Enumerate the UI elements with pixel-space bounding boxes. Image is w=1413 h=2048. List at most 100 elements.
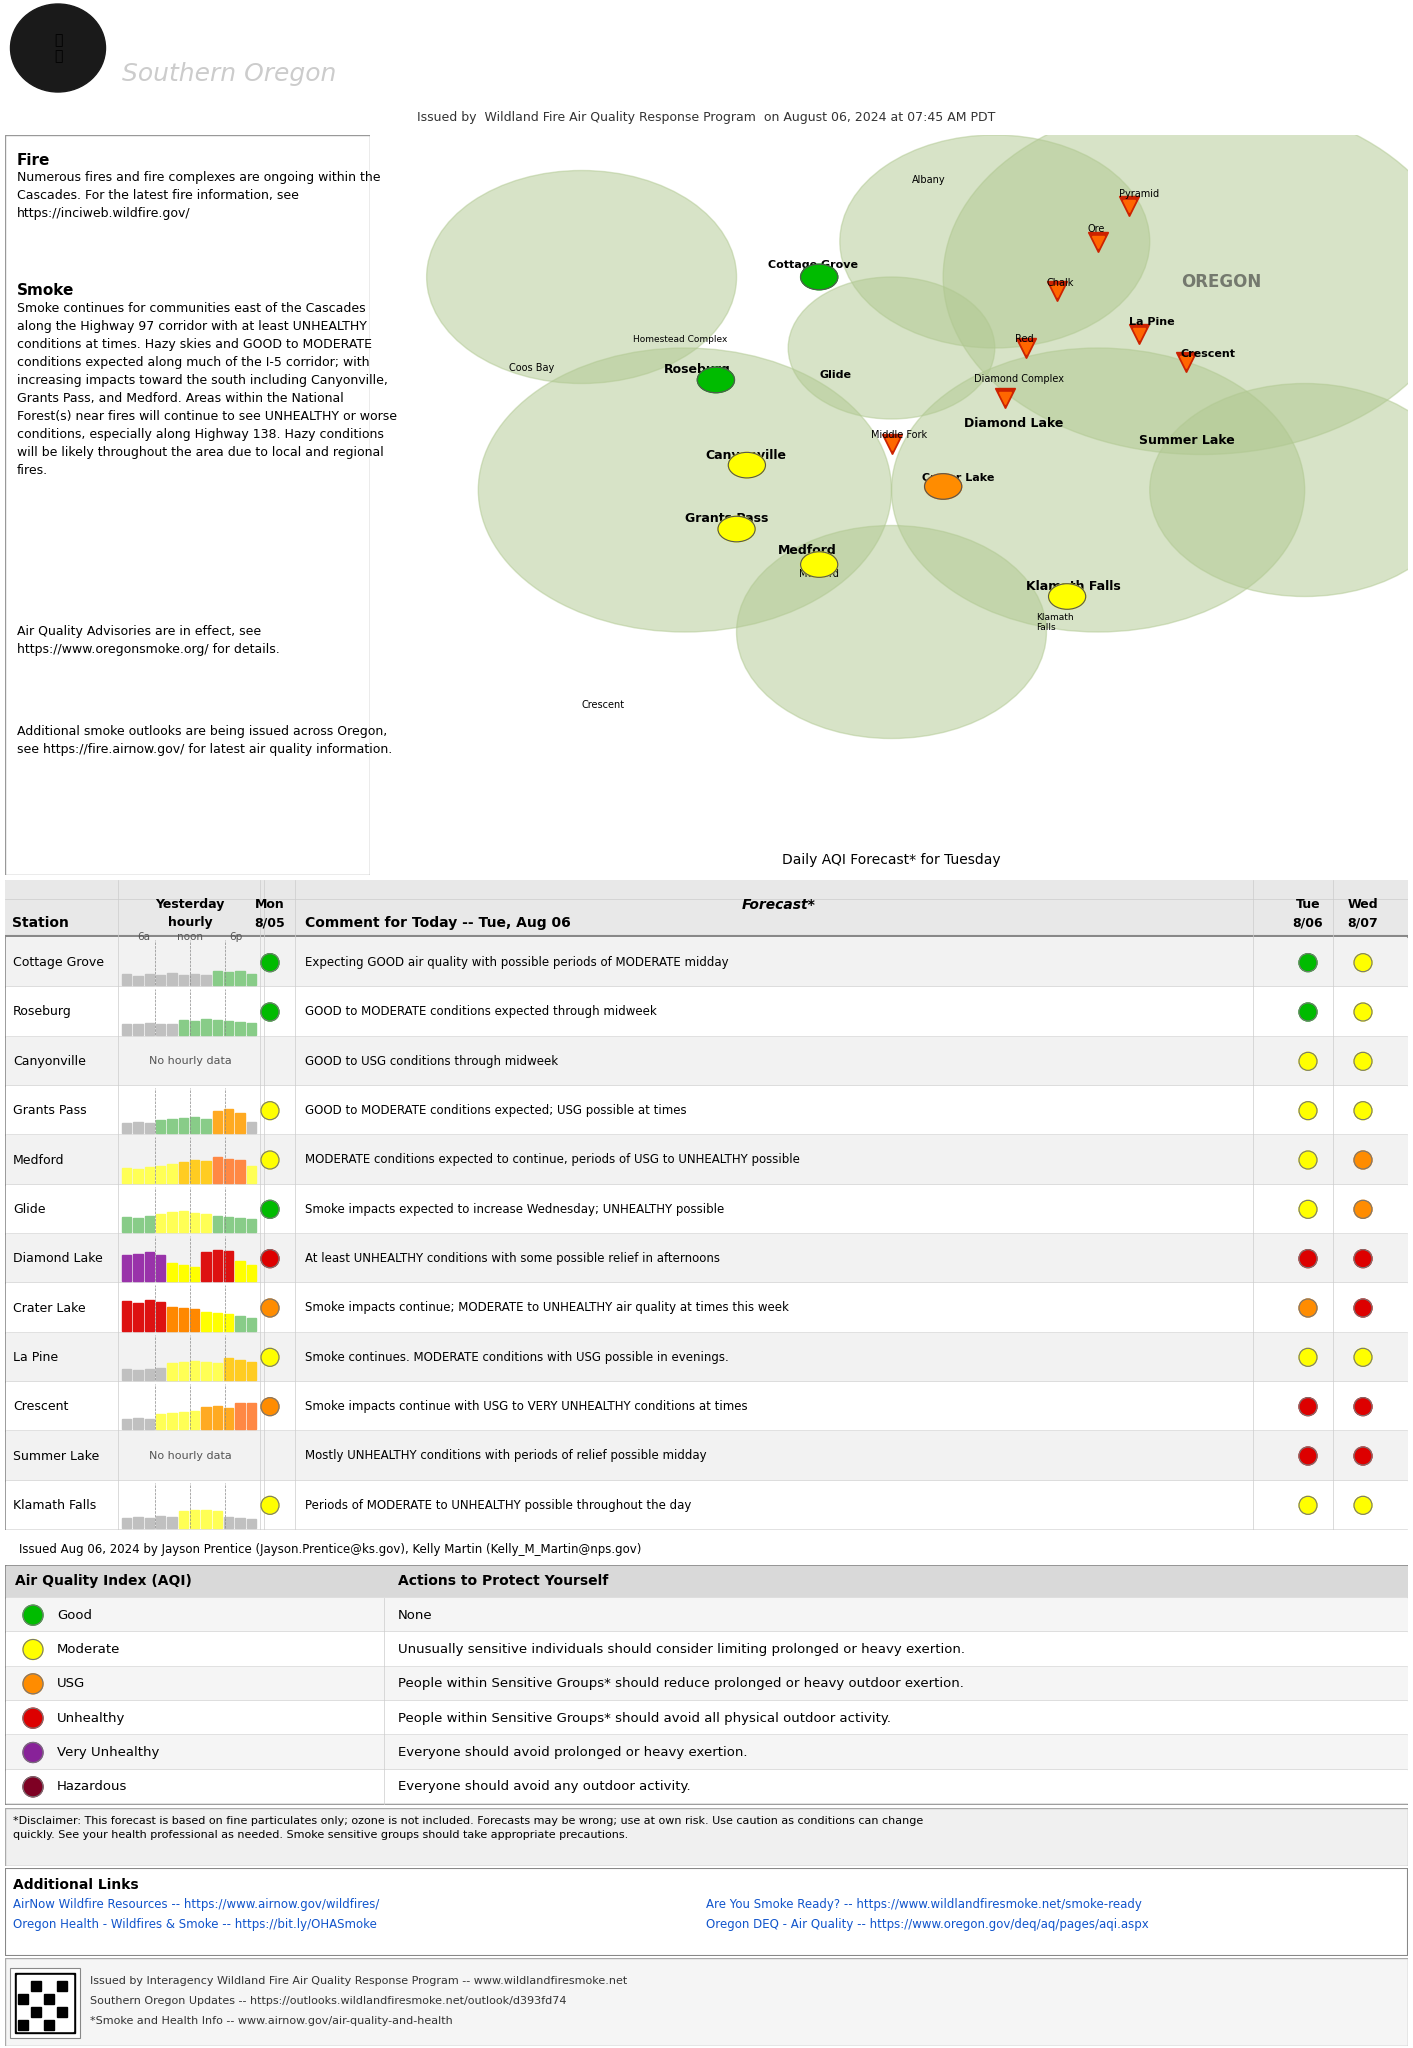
Bar bbox=[178, 1210, 188, 1233]
Bar bbox=[144, 1217, 154, 1233]
Text: Chalk: Chalk bbox=[1047, 279, 1074, 287]
Text: Actions to Protect Yourself: Actions to Protect Yourself bbox=[398, 1575, 608, 1587]
Text: Oregon DEQ - Air Quality -- https://www.oregon.gov/deq/aq/pages/aqi.aspx: Oregon DEQ - Air Quality -- https://www.… bbox=[706, 1919, 1149, 1931]
Circle shape bbox=[788, 276, 995, 420]
Bar bbox=[44, 2019, 54, 2030]
Text: Issued by Interagency Wildland Fire Air Quality Response Program -- www.wildland: Issued by Interagency Wildland Fire Air … bbox=[90, 1976, 627, 1987]
Text: Red: Red bbox=[1016, 334, 1034, 344]
Text: Homestead Complex: Homestead Complex bbox=[633, 336, 728, 344]
Bar bbox=[167, 1518, 177, 1528]
Circle shape bbox=[1354, 1397, 1372, 1415]
Circle shape bbox=[261, 1151, 278, 1169]
Bar bbox=[44, 1995, 54, 2005]
Bar bbox=[225, 1358, 233, 1380]
Bar bbox=[225, 973, 233, 985]
Bar bbox=[213, 1157, 222, 1182]
Circle shape bbox=[1299, 1102, 1317, 1120]
Text: Good: Good bbox=[57, 1608, 92, 1622]
Text: 🔥
⛰: 🔥 ⛰ bbox=[54, 33, 62, 63]
Text: Smoke: Smoke bbox=[17, 283, 75, 299]
Bar bbox=[18, 1995, 28, 2005]
Text: Klamath Falls: Klamath Falls bbox=[1026, 580, 1121, 594]
Circle shape bbox=[261, 1249, 278, 1268]
Circle shape bbox=[1354, 1497, 1372, 1513]
Text: 8/06: 8/06 bbox=[1293, 915, 1324, 930]
Circle shape bbox=[23, 1606, 42, 1626]
Circle shape bbox=[1299, 1348, 1317, 1366]
Bar bbox=[213, 971, 222, 985]
Text: Medford: Medford bbox=[779, 545, 836, 557]
Text: Diamond Lake: Diamond Lake bbox=[13, 1251, 103, 1266]
Bar bbox=[236, 1360, 244, 1380]
Bar bbox=[6, 1667, 1407, 1700]
Text: Very Unhealthy: Very Unhealthy bbox=[57, 1747, 160, 1759]
Bar bbox=[6, 987, 1407, 1036]
Text: Southern Oregon: Southern Oregon bbox=[122, 61, 336, 86]
Circle shape bbox=[261, 1200, 278, 1219]
Text: No hourly data: No hourly data bbox=[148, 1450, 232, 1460]
Circle shape bbox=[1299, 1004, 1317, 1022]
Bar bbox=[201, 1509, 211, 1528]
Circle shape bbox=[1299, 1200, 1317, 1219]
Bar bbox=[31, 2007, 41, 2017]
Bar bbox=[6, 1702, 1407, 1735]
Text: noon: noon bbox=[177, 932, 203, 942]
Text: Southern Oregon Updates -- https://outlooks.wildlandfiresmoke.net/outlook/d393fd: Southern Oregon Updates -- https://outlo… bbox=[90, 1997, 567, 2005]
Text: GOOD to MODERATE conditions expected; USG possible at times: GOOD to MODERATE conditions expected; US… bbox=[305, 1104, 687, 1116]
Text: Diamond Lake: Diamond Lake bbox=[964, 416, 1063, 430]
Bar bbox=[189, 1309, 199, 1331]
Bar bbox=[57, 2007, 66, 2017]
Text: Grants Pass: Grants Pass bbox=[13, 1104, 86, 1116]
Circle shape bbox=[1354, 1448, 1372, 1464]
Circle shape bbox=[23, 1743, 42, 1763]
Bar bbox=[155, 1516, 165, 1528]
Bar bbox=[122, 1255, 131, 1282]
Circle shape bbox=[1354, 1298, 1372, 1317]
Bar bbox=[213, 1407, 222, 1430]
Bar bbox=[122, 1167, 131, 1182]
Bar bbox=[225, 1217, 233, 1233]
Bar bbox=[247, 1403, 256, 1430]
Text: People within Sensitive Groups* should reduce prolonged or heavy outdoor exertio: People within Sensitive Groups* should r… bbox=[398, 1677, 964, 1690]
Text: Everyone should avoid any outdoor activity.: Everyone should avoid any outdoor activi… bbox=[398, 1780, 691, 1794]
Bar bbox=[6, 1432, 1407, 1479]
Bar bbox=[122, 1300, 131, 1331]
Bar bbox=[133, 1169, 143, 1182]
Text: Fire: Fire bbox=[17, 154, 51, 168]
Bar bbox=[225, 1251, 233, 1282]
FancyBboxPatch shape bbox=[6, 1958, 1407, 2046]
Circle shape bbox=[1354, 1151, 1372, 1169]
Bar bbox=[225, 1159, 233, 1182]
Bar bbox=[225, 1110, 233, 1133]
Circle shape bbox=[1354, 1053, 1372, 1071]
Circle shape bbox=[427, 170, 736, 383]
Bar bbox=[213, 1511, 222, 1528]
Text: Additional smoke outlooks are being issued across Oregon,
see https://fire.airno: Additional smoke outlooks are being issu… bbox=[17, 725, 393, 756]
Text: Glide: Glide bbox=[820, 371, 851, 381]
Bar bbox=[201, 1313, 211, 1331]
Bar bbox=[189, 1212, 199, 1233]
Bar bbox=[133, 1303, 143, 1331]
Bar bbox=[201, 1020, 211, 1034]
Text: MODERATE conditions expected to continue, periods of USG to UNHEALTHY possible: MODERATE conditions expected to continue… bbox=[305, 1153, 800, 1167]
Text: At least UNHEALTHY conditions with some possible relief in afternoons: At least UNHEALTHY conditions with some … bbox=[305, 1251, 721, 1266]
Bar bbox=[178, 1266, 188, 1282]
Bar bbox=[225, 1020, 233, 1034]
Bar bbox=[133, 1219, 143, 1233]
Bar bbox=[201, 1161, 211, 1182]
Text: None: None bbox=[398, 1608, 432, 1622]
Circle shape bbox=[1299, 1151, 1317, 1169]
Bar bbox=[144, 1368, 154, 1380]
Bar bbox=[247, 1122, 256, 1133]
Text: Hazardous: Hazardous bbox=[57, 1780, 127, 1794]
Circle shape bbox=[478, 348, 892, 633]
Text: Air Quality Index (AQI): Air Quality Index (AQI) bbox=[16, 1575, 192, 1587]
Circle shape bbox=[1354, 954, 1372, 971]
Bar bbox=[213, 1020, 222, 1034]
Bar bbox=[167, 1024, 177, 1034]
Bar bbox=[167, 1264, 177, 1282]
Text: 8/05: 8/05 bbox=[254, 915, 285, 930]
Text: Unusually sensitive individuals should consider limiting prolonged or heavy exer: Unusually sensitive individuals should c… bbox=[398, 1642, 965, 1657]
Bar bbox=[6, 1769, 1407, 1802]
Bar bbox=[213, 1217, 222, 1233]
